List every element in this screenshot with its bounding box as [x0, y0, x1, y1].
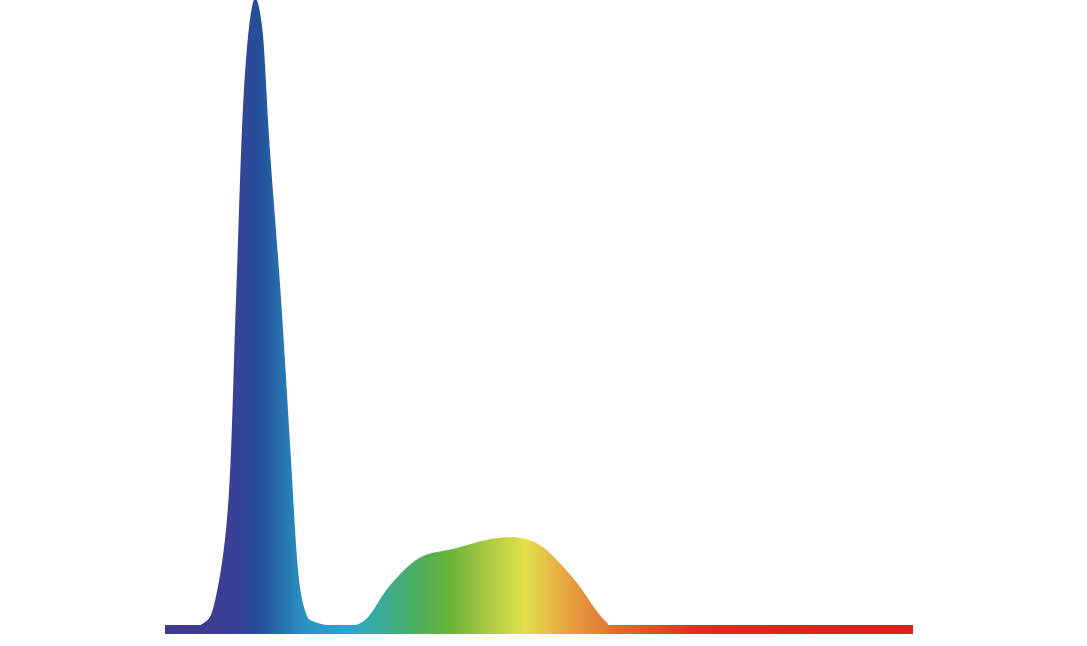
spectrum-area: [165, 0, 913, 634]
